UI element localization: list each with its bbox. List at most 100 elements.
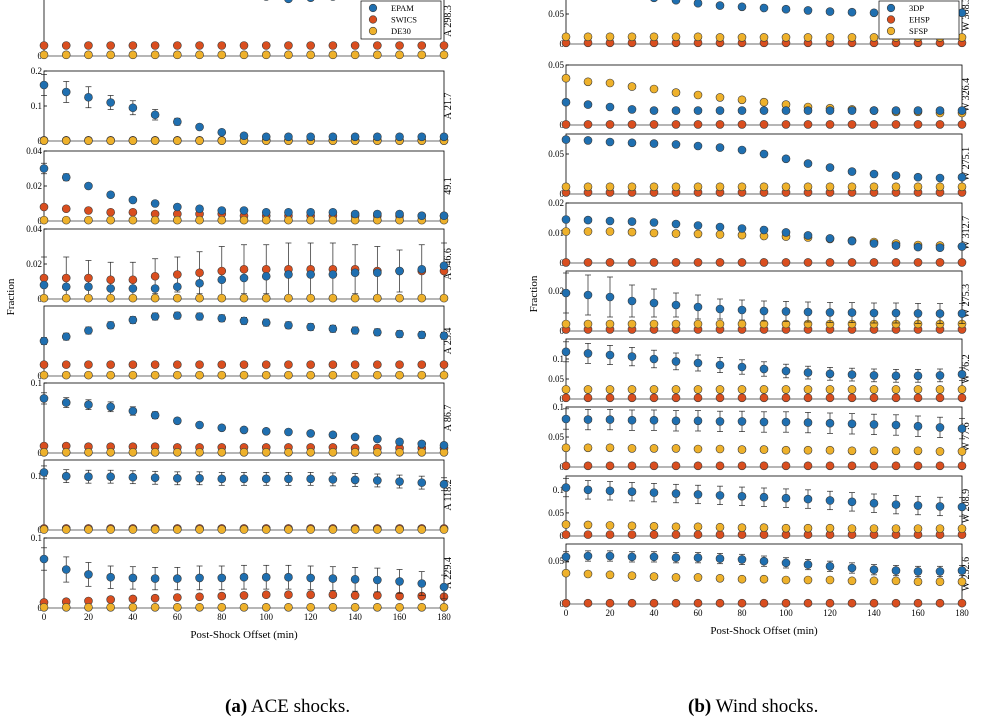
data-point xyxy=(61,471,71,481)
data-point xyxy=(439,370,449,380)
data-point xyxy=(373,602,382,612)
data-point xyxy=(61,215,71,225)
x-tick-label: 20 xyxy=(84,612,94,622)
data-point xyxy=(605,551,615,561)
data-point xyxy=(913,501,923,510)
panel: 00.020.04A 346.6 xyxy=(26,224,454,304)
data-point xyxy=(825,120,835,129)
data-point xyxy=(150,271,160,281)
data-point xyxy=(39,370,49,380)
data-point xyxy=(395,525,404,534)
data-point xyxy=(605,461,615,471)
data-point xyxy=(891,171,901,180)
data-point xyxy=(150,593,160,603)
data-point xyxy=(935,243,945,252)
data-point xyxy=(627,227,637,237)
data-point xyxy=(306,370,315,380)
data-point xyxy=(891,576,901,586)
data-point xyxy=(350,360,360,369)
data-point xyxy=(737,2,747,12)
data-point xyxy=(847,598,857,608)
data-point xyxy=(605,521,615,530)
legend-marker xyxy=(368,3,378,13)
data-point xyxy=(671,573,681,582)
data-point xyxy=(284,427,293,437)
y-tick-label: 0.1 xyxy=(553,354,564,364)
data-point xyxy=(261,271,271,281)
data-point xyxy=(935,577,945,587)
data-point xyxy=(306,573,315,583)
data-point xyxy=(759,225,769,235)
data-point xyxy=(195,370,204,380)
data-point xyxy=(957,120,967,129)
data-point xyxy=(284,360,293,369)
legend-label: EPAM xyxy=(391,3,414,13)
data-point xyxy=(781,228,791,237)
data-point xyxy=(583,182,593,192)
panel-data xyxy=(39,311,449,380)
data-point xyxy=(395,266,404,276)
data-point xyxy=(84,41,93,50)
data-point xyxy=(217,573,227,583)
data-point xyxy=(671,489,681,498)
panel-frame xyxy=(565,543,963,605)
data-point xyxy=(957,393,967,403)
data-point xyxy=(84,273,93,283)
data-point xyxy=(173,602,182,612)
data-point xyxy=(737,33,747,42)
data-point xyxy=(217,591,227,601)
data-point xyxy=(627,120,637,129)
panel-label: A 346.6 xyxy=(443,248,454,280)
data-point xyxy=(195,573,204,583)
data-point xyxy=(847,446,857,456)
x-tick-label: 0 xyxy=(42,612,47,622)
data-point xyxy=(373,447,382,457)
data-point xyxy=(84,50,93,60)
data-point xyxy=(649,598,659,608)
data-point xyxy=(825,523,835,533)
data-point xyxy=(239,370,249,380)
data-point xyxy=(935,258,945,267)
caption-ace: (a) ACE shocks. xyxy=(225,696,350,718)
data-point xyxy=(239,425,249,435)
data-point xyxy=(869,33,879,42)
data-point xyxy=(261,293,271,303)
data-point xyxy=(759,149,769,159)
panel: 00.05 W 252.6 xyxy=(548,543,972,609)
data-point xyxy=(373,476,382,485)
data-point xyxy=(417,330,427,340)
data-point xyxy=(825,258,835,267)
y-tick-label: 0.05 xyxy=(548,374,564,384)
data-point xyxy=(825,445,835,455)
data-point xyxy=(913,524,923,533)
y-axis-label: Fraction xyxy=(528,275,540,312)
legend-marker xyxy=(886,3,896,13)
data-point xyxy=(217,474,227,484)
data-point xyxy=(261,207,271,217)
data-point xyxy=(737,182,747,192)
data-point xyxy=(649,258,659,267)
data-point xyxy=(173,311,182,320)
data-point xyxy=(715,182,725,192)
data-point xyxy=(759,97,769,107)
data-point xyxy=(328,41,338,50)
data-point xyxy=(173,270,182,279)
data-point xyxy=(693,530,703,539)
data-point xyxy=(217,370,227,380)
data-point xyxy=(173,50,182,60)
data-point xyxy=(693,258,703,267)
data-point xyxy=(869,498,879,508)
data-point xyxy=(261,525,271,534)
data-point xyxy=(561,520,571,529)
data-point xyxy=(737,598,747,608)
data-point xyxy=(173,525,182,534)
data-point xyxy=(803,598,813,608)
data-point xyxy=(583,215,593,225)
data-point xyxy=(583,461,593,471)
data-point xyxy=(891,308,901,318)
panel-label: A 229.4 xyxy=(443,557,454,589)
data-point xyxy=(781,385,791,394)
panel-label: W 308.3 xyxy=(961,0,972,31)
data-point xyxy=(693,319,703,329)
